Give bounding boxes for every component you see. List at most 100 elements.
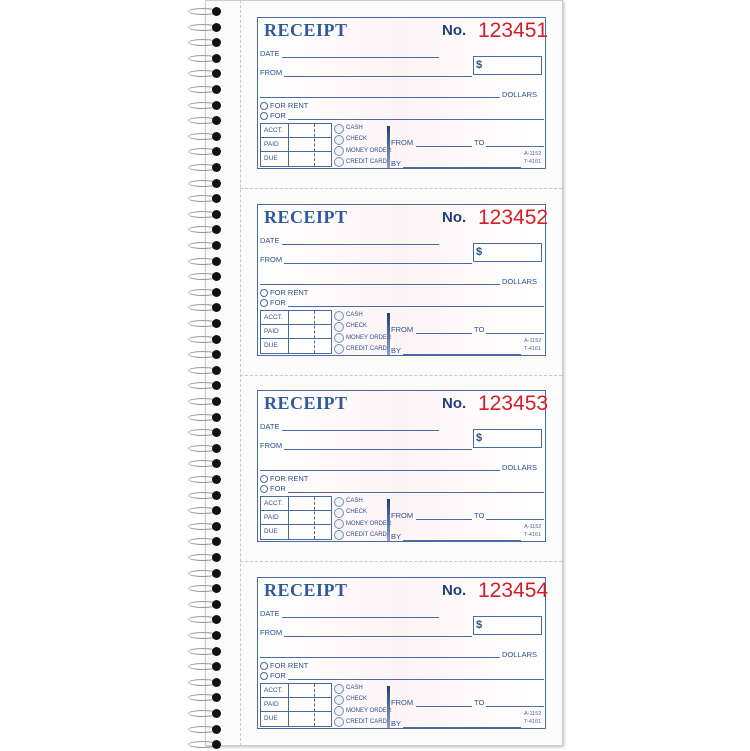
- credit-card-radio[interactable]: [334, 344, 344, 354]
- vertical-perforation: [240, 0, 241, 746]
- for-rent-radio[interactable]: [260, 475, 268, 483]
- receipt-title: RECEIPT: [264, 207, 348, 227]
- amount-field[interactable]: $: [473, 616, 542, 635]
- cash-radio[interactable]: [334, 684, 344, 694]
- due-row: DUE: [261, 339, 331, 353]
- for-field[interactable]: [288, 679, 544, 680]
- amount-field[interactable]: $: [473, 56, 542, 75]
- period-to-field[interactable]: [486, 519, 544, 520]
- spiral-coil: [188, 614, 228, 626]
- binding-hole: [212, 163, 221, 172]
- date-field[interactable]: [282, 244, 439, 245]
- form-code-2: T-4161: [524, 719, 542, 725]
- for-radio[interactable]: [260, 485, 268, 493]
- amount-field[interactable]: $: [473, 243, 542, 262]
- binding-hole: [212, 365, 221, 375]
- table-divider: [288, 497, 289, 539]
- binding-hole: [212, 615, 221, 625]
- spiral-coil: [188, 412, 228, 424]
- number-label: No.: [442, 395, 467, 412]
- for-rent-radio[interactable]: [260, 662, 268, 670]
- table-divider: [288, 124, 289, 166]
- for-rent-radio[interactable]: [260, 102, 268, 110]
- money-order-radio[interactable]: [334, 333, 344, 343]
- for-field[interactable]: [288, 119, 544, 120]
- amount-field[interactable]: $: [473, 429, 542, 448]
- binding-hole: [212, 646, 221, 656]
- cash-radio[interactable]: [334, 124, 344, 134]
- for-field[interactable]: [288, 306, 544, 307]
- form-code-1: A-1152: [524, 338, 542, 344]
- spiral-coil: [188, 178, 228, 190]
- by-label: BY: [391, 532, 402, 541]
- credit-card-radio[interactable]: [334, 717, 344, 727]
- divider-bar: [387, 686, 390, 728]
- period-to-field[interactable]: [486, 706, 544, 707]
- period-from-field[interactable]: [416, 706, 472, 707]
- paid-label: PAID: [264, 514, 279, 521]
- binding-hole: [212, 475, 221, 484]
- from-field[interactable]: [284, 449, 472, 450]
- credit-card-radio[interactable]: [334, 157, 344, 167]
- for-radio[interactable]: [260, 672, 268, 680]
- form-code-2: T-4161: [524, 532, 542, 538]
- money-order-radio[interactable]: [334, 519, 344, 529]
- period-to-field[interactable]: [486, 146, 544, 147]
- dollars-label: DOLLARS: [502, 650, 538, 659]
- binding-hole: [212, 412, 221, 422]
- period-from-field[interactable]: [416, 146, 472, 147]
- by-field[interactable]: [403, 354, 521, 355]
- spiral-coil: [188, 115, 228, 127]
- binding-hole: [212, 209, 221, 219]
- binding-hole: [212, 69, 221, 79]
- by-field[interactable]: [403, 167, 521, 168]
- for-radio[interactable]: [260, 112, 268, 120]
- period-from-label: FROM: [391, 511, 414, 520]
- binding-hole: [212, 147, 221, 157]
- table-divider: [288, 311, 289, 353]
- check-radio[interactable]: [334, 135, 344, 145]
- check-radio[interactable]: [334, 508, 344, 518]
- by-field[interactable]: [403, 540, 521, 541]
- period-to-field[interactable]: [486, 333, 544, 334]
- for-radio[interactable]: [260, 299, 268, 307]
- money-order-radio[interactable]: [334, 146, 344, 156]
- cash-radio[interactable]: [334, 311, 344, 321]
- from-field[interactable]: [284, 636, 472, 637]
- binding-hole: [212, 319, 221, 328]
- amount-words-field[interactable]: [260, 470, 500, 471]
- due-row: DUE: [261, 152, 331, 166]
- amount-words-field[interactable]: [260, 284, 500, 285]
- cash-radio[interactable]: [334, 497, 344, 507]
- amount-words-field[interactable]: [260, 657, 500, 658]
- for-rent-radio[interactable]: [260, 289, 268, 297]
- date-field[interactable]: [282, 617, 439, 618]
- dollars-label: DOLLARS: [502, 463, 538, 472]
- binding-hole: [212, 740, 221, 750]
- from-label: FROM: [260, 68, 283, 77]
- date-field[interactable]: [282, 57, 439, 58]
- date-field[interactable]: [282, 430, 439, 431]
- binding-hole: [212, 7, 221, 16]
- amount-words-field[interactable]: [260, 97, 500, 98]
- check-radio[interactable]: [334, 322, 344, 332]
- spiral-coil: [188, 568, 228, 580]
- spiral-coil: [188, 443, 228, 455]
- dollar-sign: $: [476, 59, 483, 71]
- period-from-field[interactable]: [416, 519, 472, 520]
- from-field[interactable]: [284, 76, 472, 77]
- credit-card-radio[interactable]: [334, 530, 344, 540]
- spiral-coil: [188, 583, 228, 595]
- binding-hole: [212, 22, 221, 32]
- for-field[interactable]: [288, 492, 544, 493]
- check-radio[interactable]: [334, 695, 344, 705]
- by-field[interactable]: [403, 727, 521, 728]
- period-from-field[interactable]: [416, 333, 472, 334]
- binding-hole: [212, 303, 221, 313]
- number-label: No.: [442, 22, 467, 39]
- money-order-radio[interactable]: [334, 706, 344, 716]
- money-order-label: MONEY ORDER: [346, 521, 392, 527]
- for-label: FOR: [270, 484, 286, 493]
- from-field[interactable]: [284, 263, 472, 264]
- binding-hole: [212, 256, 221, 266]
